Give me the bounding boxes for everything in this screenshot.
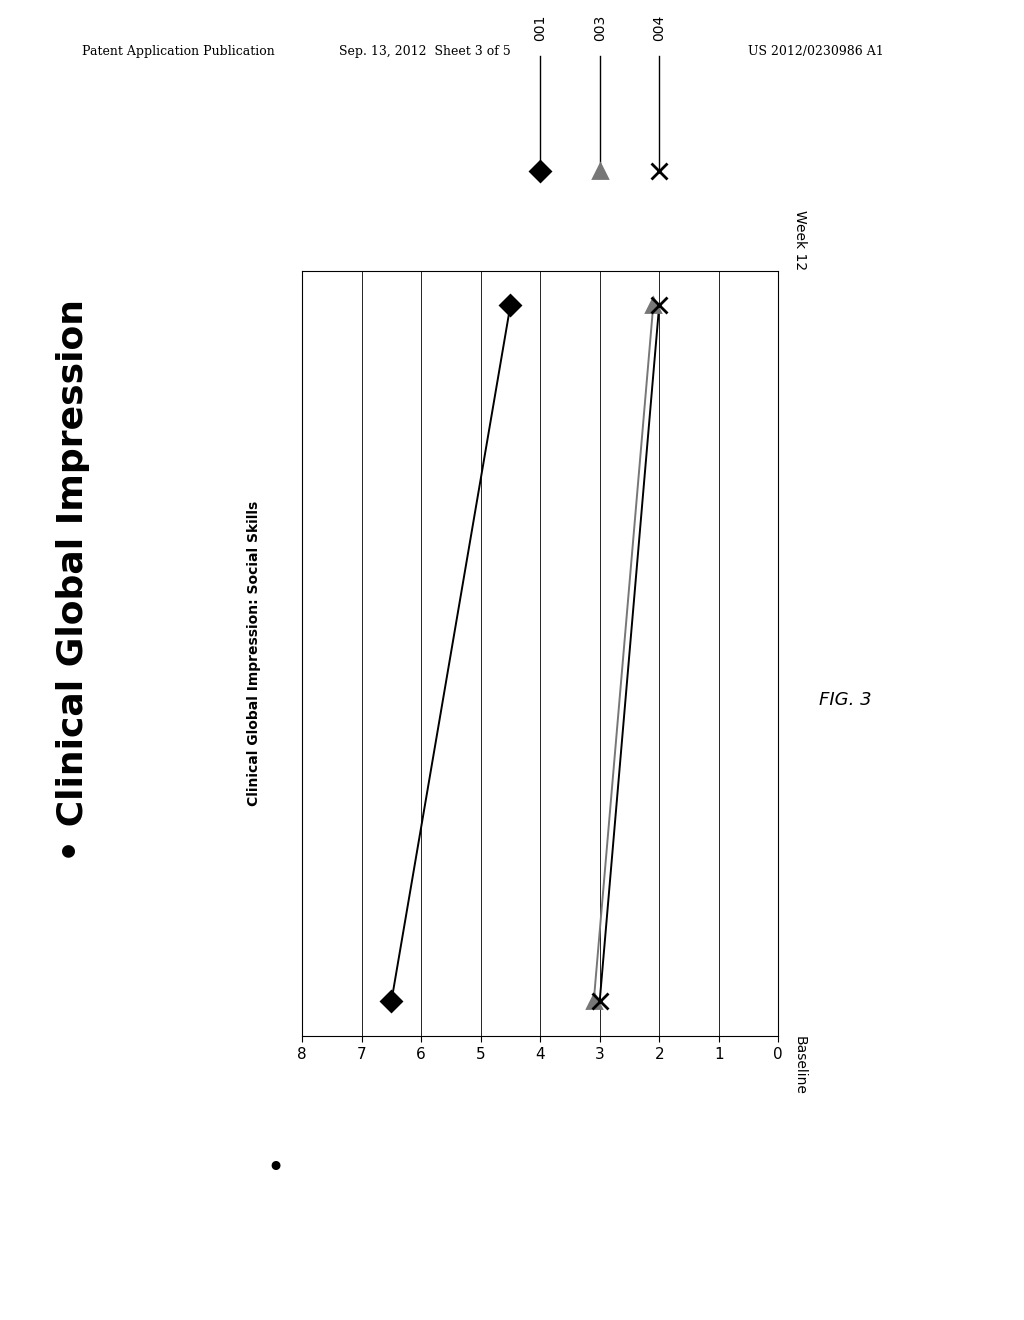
Text: Week 12: Week 12: [793, 210, 807, 271]
Text: 004: 004: [652, 15, 667, 41]
Text: Baseline: Baseline: [793, 1036, 807, 1096]
Text: 001: 001: [534, 15, 547, 41]
Text: Sep. 13, 2012  Sheet 3 of 5: Sep. 13, 2012 Sheet 3 of 5: [339, 45, 511, 58]
Text: Clinical Global Impression: Social Skills: Clinical Global Impression: Social Skill…: [248, 500, 261, 807]
Text: •: •: [266, 1154, 285, 1183]
Text: US 2012/0230986 A1: US 2012/0230986 A1: [748, 45, 884, 58]
Text: 003: 003: [593, 15, 606, 41]
Text: FIG. 3: FIG. 3: [819, 690, 871, 709]
Text: • Clinical Global Impression: • Clinical Global Impression: [56, 300, 90, 862]
Text: Patent Application Publication: Patent Application Publication: [82, 45, 274, 58]
